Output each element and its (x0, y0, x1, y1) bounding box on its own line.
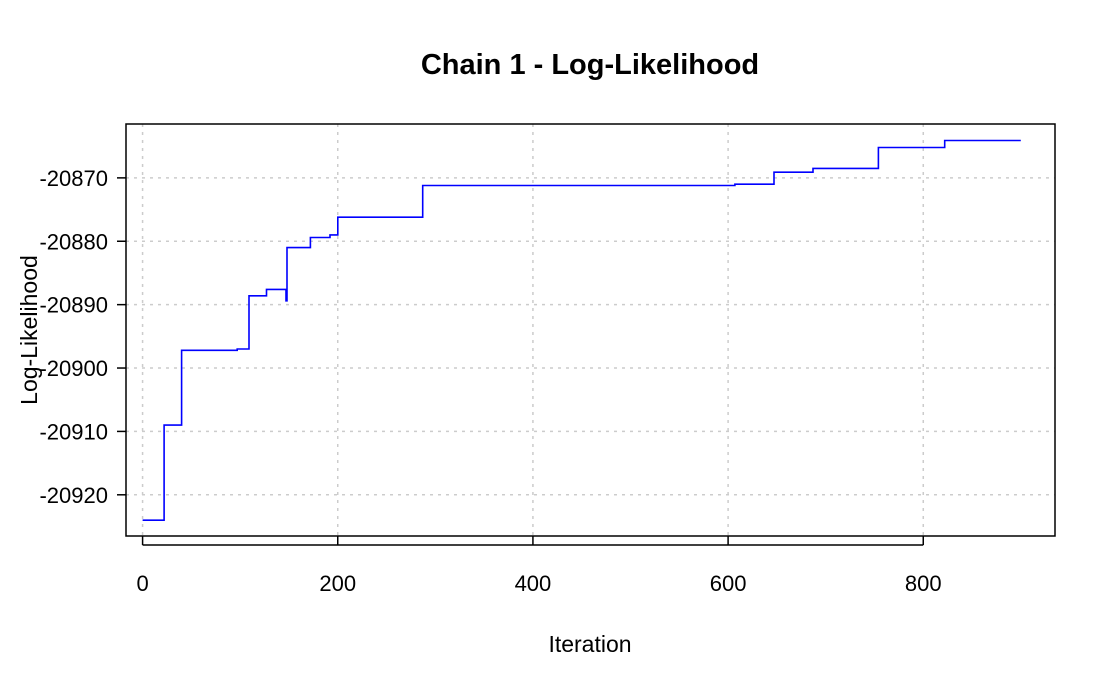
x-tick-label: 600 (710, 571, 747, 596)
chart-title: Chain 1 - Log-Likelihood (421, 49, 759, 81)
series-layer (142, 139, 1021, 521)
x-axis: 0 200 400 600 800 (136, 536, 942, 596)
x-tick-label: 800 (905, 571, 942, 596)
x-tick-label: 0 (136, 571, 148, 596)
x-tick-label: 200 (319, 571, 356, 596)
y-axis: -20870 -20880 -20890 -20900 -20910 -20920 (39, 166, 126, 508)
y-tick-label: -20900 (39, 356, 108, 381)
x-tick-label: 400 (515, 571, 552, 596)
y-tick-label: -20920 (39, 483, 108, 508)
series-line-0 (142, 139, 1021, 521)
plot-frame (125, 123, 1056, 537)
y-tick-label: -20880 (39, 229, 108, 254)
y-tick-label: -20910 (39, 419, 108, 444)
y-axis-label: Log-Likelihood (16, 255, 42, 405)
x-axis-label: Iteration (548, 631, 631, 657)
y-tick-label: -20870 (39, 166, 108, 191)
grid (126, 124, 1055, 536)
y-tick-label: -20890 (39, 293, 108, 318)
